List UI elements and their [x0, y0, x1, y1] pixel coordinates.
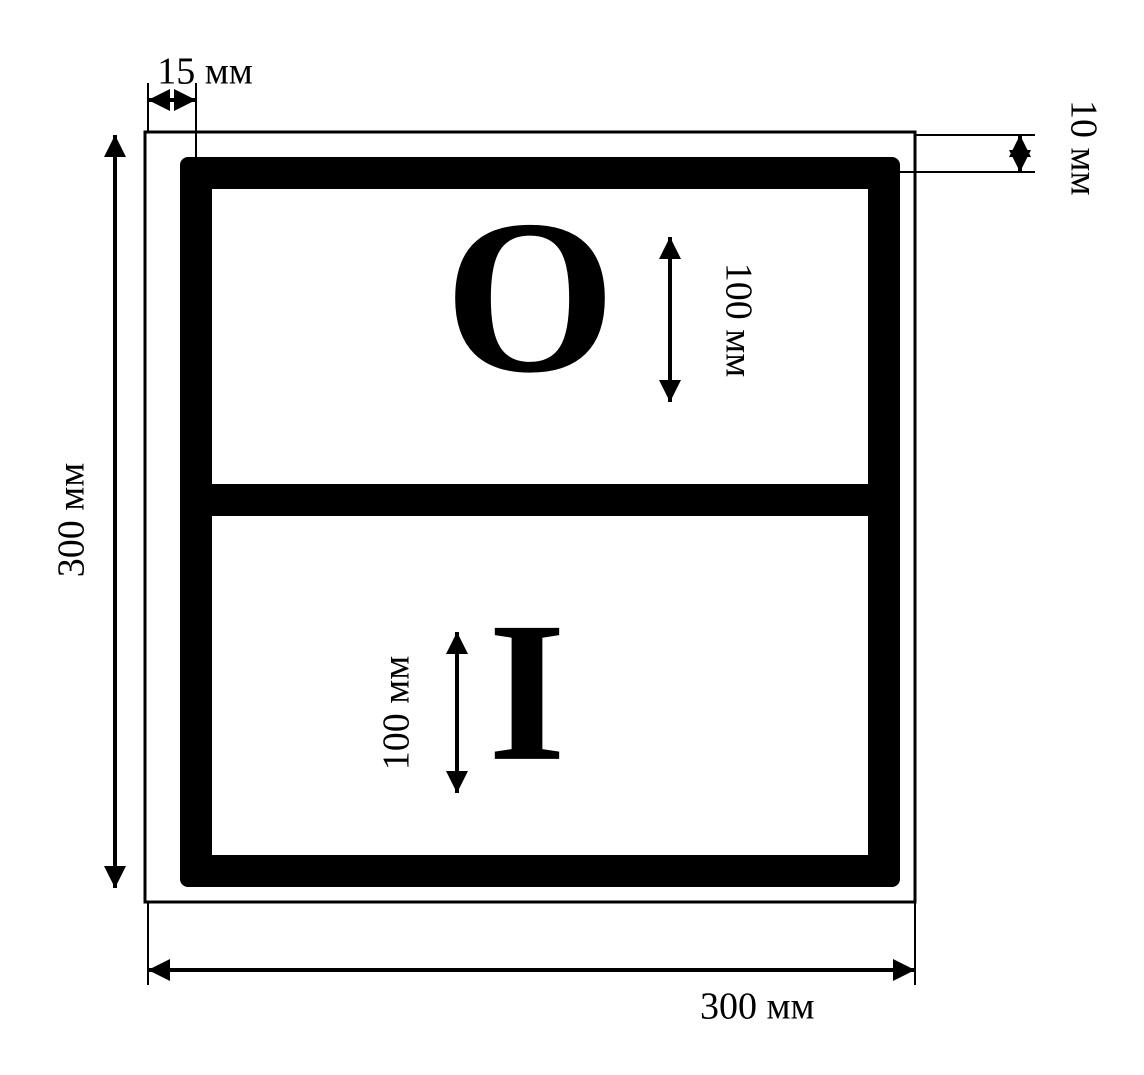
dim-O-100mm: 100 мм: [717, 263, 759, 378]
letter-I: I: [488, 582, 566, 803]
dim-10mm: 10 мм: [1062, 100, 1104, 196]
dim-height-300mm: 300 мм: [51, 463, 93, 578]
dim-15mm: 15 мм: [157, 51, 253, 93]
letter-O: O: [444, 174, 615, 418]
dim-I-100mm: 100 мм: [376, 656, 418, 771]
dim-width-300mm: 300 мм: [700, 986, 815, 1028]
